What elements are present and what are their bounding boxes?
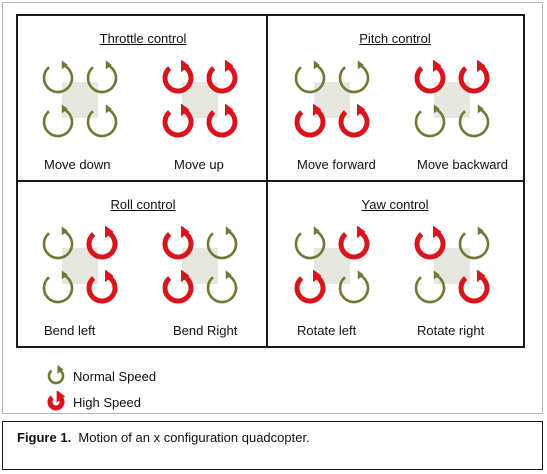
rotor-front-left-high-speed-icon	[412, 226, 448, 262]
rotor-front-right-high-speed-icon	[456, 60, 492, 96]
rotor-rear-left-high-speed-icon	[160, 104, 196, 140]
legend-normal: Normal Speed	[45, 364, 157, 387]
legend-high: High Speed	[45, 390, 141, 413]
rotor-front-right-normal-speed-icon	[336, 60, 372, 96]
rotor-front-left-normal-speed-icon	[40, 226, 76, 262]
rotor-rear-right-high-speed-icon	[84, 270, 120, 306]
rotor-rear-right-normal-speed-icon	[204, 270, 240, 306]
rotor-front-right-high-speed-icon	[336, 226, 372, 262]
figure-caption-text: Motion of an x configuration quadcopter.	[78, 430, 310, 445]
rotor-front-left-normal-speed-icon	[292, 60, 328, 96]
normal-speed-rotor-icon	[45, 364, 67, 387]
grid-divider-horizontal	[16, 180, 525, 182]
rotor-rear-right-high-speed-icon	[336, 104, 372, 140]
quad-caption: Rotate left	[297, 323, 357, 338]
rotor-rear-left-high-speed-icon	[292, 270, 328, 306]
panel-roll: Roll control Bend left Bend Right	[18, 182, 268, 348]
rotor-rear-right-high-speed-icon	[456, 270, 492, 306]
quad-caption: Move up	[174, 157, 224, 172]
figure-label: Figure 1.	[17, 430, 72, 445]
panel-yaw: Yaw control Rotate left Rotate right	[270, 182, 520, 348]
rotor-front-right-high-speed-icon	[204, 60, 240, 96]
rotor-front-right-normal-speed-icon	[204, 226, 240, 262]
panel-title: Yaw control	[361, 197, 429, 212]
figure-frame	[2, 2, 543, 414]
quad-diagram	[412, 226, 492, 306]
quad-caption: Rotate right	[417, 323, 485, 338]
panel-pitch: Pitch control Move forward Move backward	[270, 16, 520, 182]
figure-caption-box: Figure 1. Motion of an x configuration q…	[2, 421, 543, 470]
rotor-front-right-normal-speed-icon	[84, 60, 120, 96]
rotor-front-left-normal-speed-icon	[292, 226, 328, 262]
rotor-rear-left-normal-speed-icon	[412, 104, 448, 140]
quad-diagram	[160, 226, 240, 306]
rotor-rear-right-normal-speed-icon	[456, 104, 492, 140]
figure-caption: Figure 1. Motion of an x configuration q…	[17, 430, 310, 445]
rotor-rear-left-normal-speed-icon	[40, 270, 76, 306]
quad-diagram	[40, 226, 120, 306]
quad-diagram	[292, 60, 372, 140]
rotor-rear-right-high-speed-icon	[204, 104, 240, 140]
rotor-front-right-high-speed-icon	[84, 226, 120, 262]
quad-caption: Move down	[44, 157, 111, 172]
legend-normal-label: Normal Speed	[73, 368, 157, 384]
quad-diagram	[412, 60, 492, 140]
rotor-rear-left-high-speed-icon	[292, 104, 328, 140]
quad-caption: Bend Right	[173, 323, 238, 338]
panel-title: Throttle control	[99, 31, 187, 46]
rotor-front-left-normal-speed-icon	[40, 60, 76, 96]
quad-diagram	[292, 226, 372, 306]
rotor-front-left-high-speed-icon	[160, 60, 196, 96]
rotor-rear-right-normal-speed-icon	[336, 270, 372, 306]
quad-caption: Bend left	[44, 323, 96, 338]
quad-diagram	[160, 60, 240, 140]
legend-high-label: High Speed	[73, 394, 141, 410]
panel-title: Pitch control	[359, 31, 431, 46]
panel-throttle: Throttle control Move down Move up	[18, 16, 268, 182]
high-speed-rotor-icon	[45, 390, 67, 413]
rotor-front-left-high-speed-icon	[412, 60, 448, 96]
panel-title: Roll control	[110, 197, 176, 212]
rotor-rear-left-high-speed-icon	[160, 270, 196, 306]
rotor-front-right-normal-speed-icon	[456, 226, 492, 262]
quad-diagram	[40, 60, 120, 140]
quad-caption: Move backward	[417, 157, 509, 172]
rotor-rear-left-normal-speed-icon	[412, 270, 448, 306]
quad-caption: Move forward	[297, 157, 376, 172]
rotor-rear-left-normal-speed-icon	[40, 104, 76, 140]
rotor-rear-right-normal-speed-icon	[84, 104, 120, 140]
rotor-front-left-high-speed-icon	[160, 226, 196, 262]
